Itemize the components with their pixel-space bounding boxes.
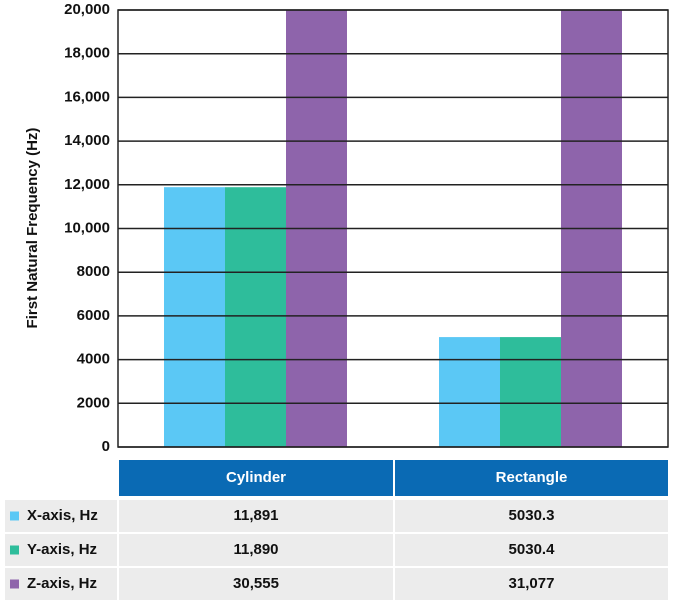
- plot-frame: [117, 9, 669, 448]
- table-row-label-cell: [5, 500, 117, 532]
- table-row-label-cell: [5, 534, 117, 566]
- y-tick-label: 0: [102, 438, 110, 455]
- y-tick-label: 16,000: [64, 88, 110, 105]
- legend-swatch: [10, 579, 19, 589]
- table-cell: [119, 500, 393, 532]
- y-tick-label: 14,000: [64, 132, 110, 149]
- legend-swatch: [10, 511, 19, 521]
- y-tick-label: 8000: [77, 263, 110, 280]
- table-header-cell: [395, 460, 668, 496]
- legend-label: X-axis, Hz: [27, 507, 98, 524]
- table-value: 31,077: [509, 575, 555, 592]
- y-tick-label: 4000: [77, 351, 110, 368]
- table-value: 30,555: [233, 575, 279, 592]
- y-tick-label: 20,000: [64, 1, 110, 18]
- legend-label: Z-axis, Hz: [27, 575, 97, 592]
- table-value: 11,890: [233, 541, 278, 558]
- table-cell: [395, 568, 668, 600]
- table-header-label: Rectangle: [496, 469, 568, 486]
- y-tick-label: 12,000: [64, 176, 110, 193]
- table-cell: [395, 534, 668, 566]
- table-row-label-cell: [5, 568, 117, 600]
- y-tick-label: 6000: [77, 307, 110, 324]
- bar: [164, 187, 225, 447]
- table-header-label: Cylinder: [226, 469, 286, 486]
- table-cell: [395, 500, 668, 532]
- y-tick-label: 18,000: [64, 45, 110, 62]
- bar: [286, 10, 347, 447]
- plot-area: [164, 10, 622, 447]
- bar: [500, 337, 561, 447]
- table-value: 11,891: [233, 507, 278, 524]
- table-cell: [119, 568, 393, 600]
- bar: [561, 10, 622, 447]
- y-axis-title: First Natural Frequency (Hz): [24, 128, 41, 329]
- legend-swatch: [10, 545, 19, 555]
- table-header-cell: [119, 460, 393, 496]
- legend-label: Y-axis, Hz: [27, 541, 97, 558]
- table-value: 5030.3: [509, 507, 555, 524]
- bar: [439, 337, 500, 447]
- y-tick-label: 2000: [77, 394, 110, 411]
- bar: [225, 187, 286, 447]
- table-value: 5030.4: [509, 541, 556, 558]
- y-tick-label: 10,000: [64, 219, 110, 236]
- table-cell: [119, 534, 393, 566]
